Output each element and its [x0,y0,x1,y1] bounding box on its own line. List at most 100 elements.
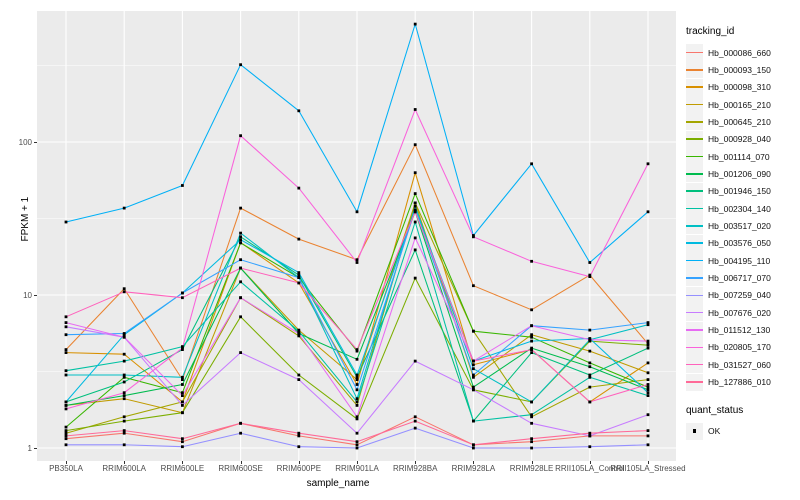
x-tick-mark [66,461,67,464]
legend-key-line [686,381,703,383]
x-tick-mark [298,461,300,464]
legend-item: Hb_003576_050 [686,234,798,252]
legend-item-label: Hb_001114_070 [708,151,770,162]
legend-key-line [686,155,703,158]
legend-item-quant-status: OK [686,422,798,440]
x-axis-title: sample_name [306,478,370,489]
legend-item-label: Hb_007676_020 [708,307,771,318]
legend: tracking_id Hb_000086_660 Hb_000093_150 Hb… [686,26,798,440]
legend-key-point [692,429,697,433]
legend2: quant_status OK [686,405,798,440]
x-tick-label: RRIM600PE [276,464,322,473]
legend-item-label: Hb_001946_150 [708,186,771,197]
legend-item-label: Hb_000165_210 [708,99,771,110]
legend-key-line [686,259,703,262]
x-tick-label: RRIM600LE [160,464,205,473]
legend-key-line [686,277,703,279]
legend-key-line [686,121,703,123]
x-tick-label: RRIM928BA [392,464,438,473]
legend-item: Hb_007259_040 [686,286,798,304]
legend2-title: quant_status [686,404,744,416]
legend-item-label: Hb_011512_130 [708,325,771,335]
legend-item: Hb_000928_040 [686,130,798,148]
legend-key-line [686,207,703,210]
legend-item: Hb_031527_060 [686,356,798,374]
legend-key-swatch [686,113,703,131]
legend-item: Hb_003517_020 [686,217,798,235]
x-tick-label: RRIM901LA [335,464,379,473]
legend-key-swatch [686,182,703,200]
legend-item: Hb_000165_210 [686,96,798,114]
legend-item-label: Hb_000086_660 [708,47,771,58]
legend-key-swatch [686,200,703,218]
legend-item: Hb_001206_090 [686,165,798,183]
x-tick-label: RRIM600SE [218,464,263,473]
x-tick-label: RRIM928LA [451,464,496,473]
x-tick-mark [124,461,126,464]
legend-item-label: Hb_000645_210 [708,116,771,127]
y-tick-label: 100 [18,137,32,147]
legend-item: Hb_001946_150 [686,182,798,200]
legend-key-swatch [686,252,703,270]
legend-item: Hb_004195_110 [686,252,798,270]
plot-svg [37,11,676,461]
legend-item: Hb_000098_310 [686,78,798,96]
x-tick-mark [589,461,591,464]
legend-key-line [686,103,703,106]
legend-item: Hb_127886_010 [686,373,798,391]
legend-key-swatch [686,373,703,391]
legend-item: Hb_002304_140 [686,200,798,218]
legend-key-line [686,173,703,175]
x-tick-label: PB350LA [49,464,83,473]
legend-key-swatch [686,78,703,96]
legend-key-swatch [686,61,703,79]
x-tick-mark [473,461,475,464]
legend-key-line [686,294,703,297]
legend-key-swatch [686,304,703,322]
y-tick-mark [34,142,37,143]
legend-item-label: Hb_001206_090 [708,168,771,179]
x-tick-mark [648,461,649,464]
legend-item: Hb_000093_150 [686,61,798,79]
legend-key-swatch [686,96,703,114]
legend-item-label: Hb_007259_040 [708,290,771,301]
x-tick-mark [415,461,417,464]
legend-item-label: Hb_127886_010 [708,377,771,388]
legend-item-label: Hb_020805_170 [708,342,771,353]
legend-item-label: OK [708,426,721,437]
plot-panel [37,11,676,461]
legend-key-line [686,138,703,140]
legend-item: Hb_020805_170 [686,338,798,356]
legend-item-label: Hb_006717_070 [708,272,771,283]
legend-key-swatch [686,321,703,339]
legend-key-swatch [686,234,703,252]
legend-key-line [686,51,703,54]
y-tick-mark [34,448,37,449]
legend-item: Hb_006717_070 [686,269,798,287]
x-tick-mark [182,461,184,464]
legend-item-label: Hb_000928_040 [708,134,771,145]
legend-item-label: Hb_000093_150 [708,64,771,75]
legend-key-line [686,86,703,88]
legend-key-swatch [686,165,703,183]
legend-key-swatch [686,286,703,304]
legend2-items: OK [686,422,798,440]
legend-item: Hb_001114_070 [686,148,798,166]
legend-key-swatch [686,130,703,148]
legend-key-swatch [686,356,703,374]
legend-key-line [686,346,703,349]
legend-item: Hb_000645_210 [686,113,798,131]
y-tick-mark [34,295,37,296]
legend-key-swatch [686,217,703,235]
legend-item-label: Hb_031527_060 [708,359,771,370]
legend-item-label: Hb_002304_140 [708,203,771,214]
x-tick-mark [357,461,358,464]
legend-item: Hb_011512_130 [686,321,798,339]
legend-item-label: Hb_003576_050 [708,238,771,249]
x-tick-label: RRIM600LA [102,464,146,473]
legend-item: Hb_007676_020 [686,304,798,322]
legend-key-swatch [686,338,703,356]
legend-key-swatch [686,422,703,440]
y-tick-label: 1 [27,443,32,453]
